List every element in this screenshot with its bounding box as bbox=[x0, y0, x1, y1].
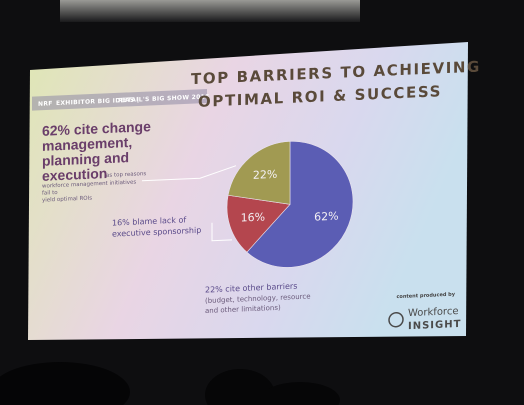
pie-slice bbox=[226, 194, 291, 253]
slice-label: 22% bbox=[253, 168, 277, 182]
audience bbox=[205, 369, 275, 405]
leader-line bbox=[142, 165, 237, 182]
leader-line bbox=[211, 222, 232, 242]
credit: content produced by bbox=[396, 292, 455, 301]
pie-slice bbox=[246, 141, 354, 268]
header-band bbox=[32, 88, 207, 111]
audience bbox=[0, 362, 130, 405]
slice-label: 16% bbox=[241, 211, 265, 225]
callout-line: 22% cite other barriers bbox=[205, 282, 297, 295]
callout-line: execution bbox=[42, 165, 107, 184]
callout-note: as top reasons bbox=[106, 171, 146, 179]
slice-label: 62% bbox=[314, 210, 338, 224]
callout-line: 16% blame lack of bbox=[112, 215, 186, 227]
callout-line: executive sponsorship bbox=[112, 226, 201, 239]
callout-line: planning and bbox=[42, 149, 129, 169]
brand: Workforce bbox=[408, 306, 458, 319]
header-right: RETAIL'S BIG SHOW 2016 bbox=[118, 93, 210, 104]
callout-note: and other limitations) bbox=[205, 304, 281, 315]
pie-slice bbox=[227, 141, 291, 205]
pie: 62% 16% 22% bbox=[226, 141, 354, 268]
callout-note: yield optimal ROIs bbox=[42, 195, 92, 203]
callout-note: workforce management initiatives bbox=[42, 180, 136, 190]
callout-line: management, bbox=[42, 134, 132, 154]
callout-note: fail to bbox=[42, 190, 58, 197]
brand-icon bbox=[388, 311, 404, 328]
ceiling bbox=[60, 0, 360, 22]
brand: INSIGHT bbox=[408, 319, 461, 332]
header-left: EXHIBITOR BIG IDEAS | bbox=[56, 96, 139, 107]
callout-line: 62% cite change bbox=[42, 118, 151, 139]
audience bbox=[260, 382, 340, 405]
logo: NRF bbox=[38, 100, 53, 108]
